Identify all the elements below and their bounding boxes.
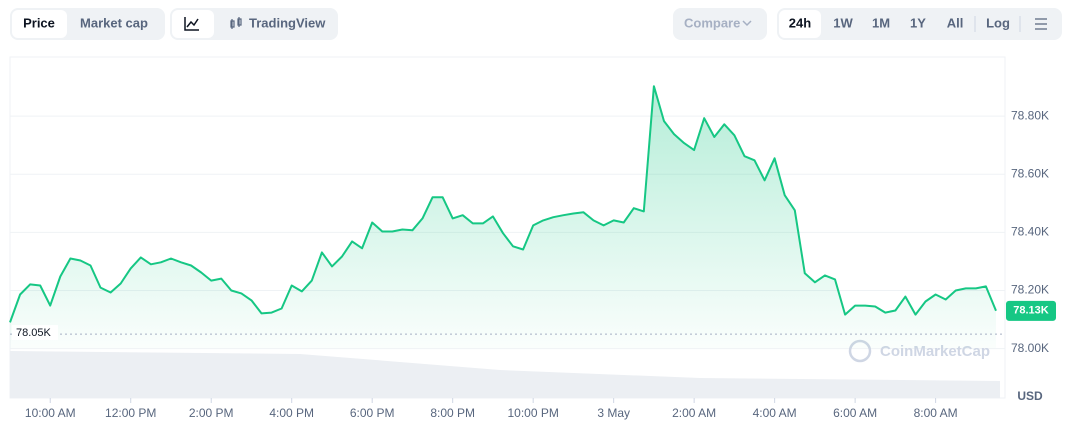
x-tick-label: 8:00 AM: [914, 406, 958, 420]
market-cap-tab[interactable]: Market cap: [80, 15, 148, 30]
y-tick-label: 78.60K: [1011, 166, 1049, 180]
compare-button[interactable]: [673, 8, 767, 40]
y-tick-label: 78.00K: [1011, 341, 1049, 355]
compare-label: Compare: [684, 15, 740, 30]
x-tick-label: 10:00 PM: [507, 406, 558, 420]
price-tab[interactable]: Price: [23, 15, 55, 30]
range-button[interactable]: 1M: [872, 15, 890, 30]
current-price-badge: [1006, 300, 1056, 321]
x-tick-label: 3 May: [597, 406, 630, 420]
x-tick-label: 6:00 AM: [833, 406, 877, 420]
x-tick-label: 2:00 AM: [672, 406, 716, 420]
x-tick-label: 10:00 AM: [25, 406, 76, 420]
current-price-label: 78.13K: [1013, 305, 1049, 317]
reference-label-bg: [12, 325, 58, 341]
tradingview-tab[interactable]: TradingView: [249, 15, 326, 30]
y-unit: USD: [1017, 389, 1043, 403]
x-tick-label: 6:00 PM: [350, 406, 395, 420]
range-button[interactable]: 1W: [833, 15, 853, 30]
settings-icon[interactable]: [1035, 18, 1047, 30]
price-line: [9, 85, 997, 323]
log-button[interactable]: Log: [986, 15, 1010, 30]
range-button[interactable]: All: [947, 15, 964, 30]
y-tick-label: 78.20K: [1011, 283, 1049, 297]
volume-area: [10, 351, 1000, 398]
price-area: [10, 86, 996, 348]
x-tick-label: 4:00 PM: [269, 406, 314, 420]
active-tab: [12, 10, 67, 38]
range-group: [777, 8, 1062, 40]
y-tick-label: 78.80K: [1011, 108, 1049, 122]
x-tick-label: 4:00 AM: [753, 406, 797, 420]
candle-icon: [230, 17, 242, 29]
active-range: [779, 10, 821, 38]
line-icon: [184, 17, 199, 31]
chevron: [742, 20, 752, 27]
x-tick-label: 12:00 PM: [105, 406, 156, 420]
range-button[interactable]: 1Y: [910, 15, 926, 30]
reference-label: 78.05K: [16, 327, 52, 339]
x-tick-label: 8:00 PM: [430, 406, 475, 420]
range-button[interactable]: 24h: [789, 15, 811, 30]
x-tick-label: 2:00 PM: [189, 406, 234, 420]
y-tick-label: 78.40K: [1011, 225, 1049, 239]
